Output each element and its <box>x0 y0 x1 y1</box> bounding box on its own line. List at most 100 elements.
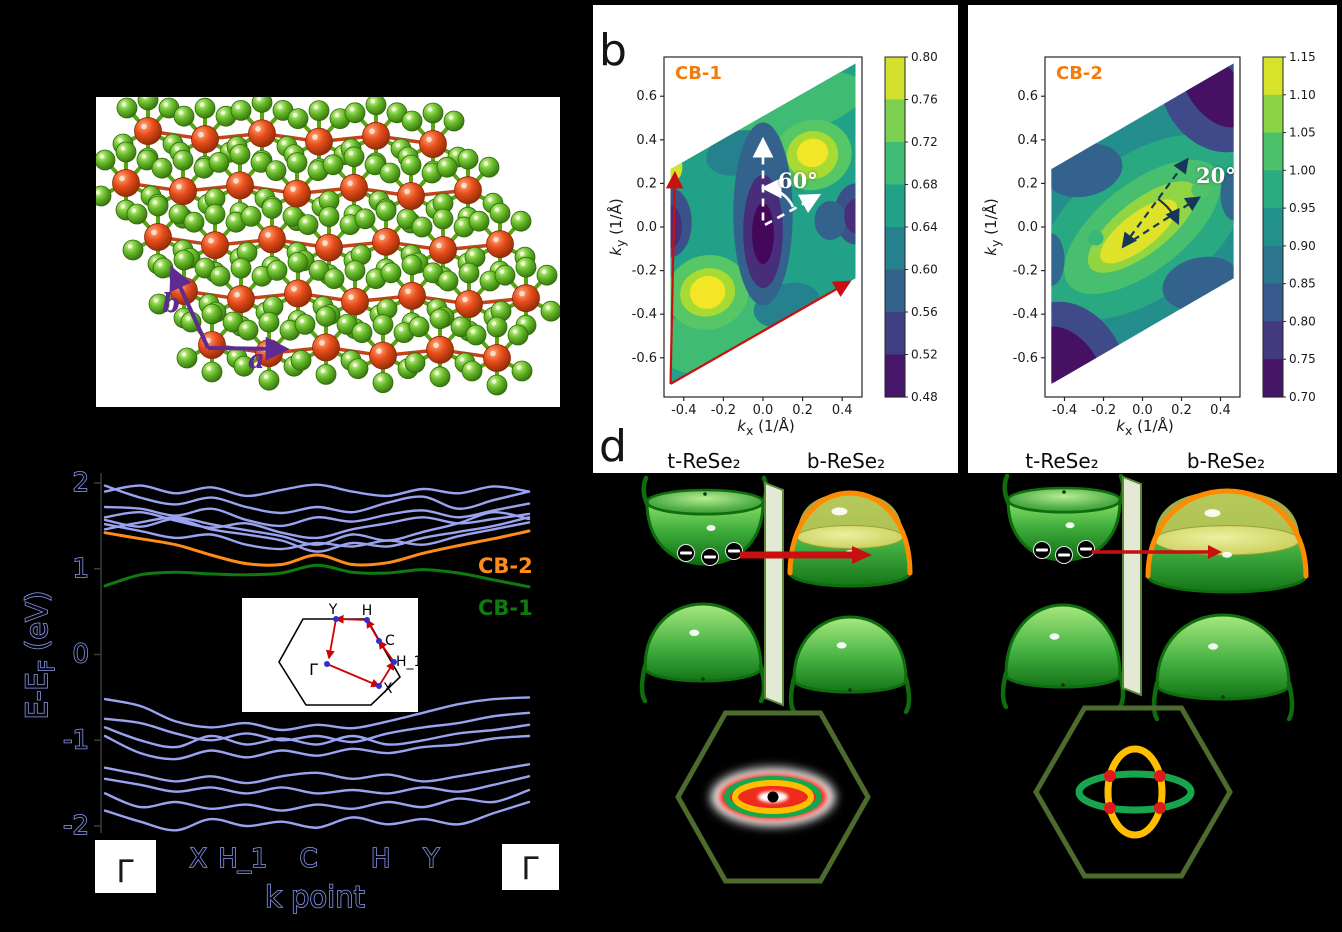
gamma-label-box-right <box>502 844 559 890</box>
cb1-xaxis-label: kx (1/Å) <box>737 417 795 438</box>
svg-text:0.0: 0.0 <box>753 403 774 418</box>
svg-text:0.80: 0.80 <box>1289 314 1316 328</box>
svg-text:X: X <box>383 681 393 697</box>
svg-text:0.2: 0.2 <box>792 403 813 418</box>
svg-text:H: H <box>371 844 391 874</box>
svg-text:0.4: 0.4 <box>1017 133 1038 148</box>
crystal-structure-panel: b a <box>96 97 560 407</box>
svg-text:C: C <box>385 633 395 649</box>
diagram1-labels-strip: t-ReSe₂ b-ReSe₂ <box>593 446 958 473</box>
svg-text:0.0: 0.0 <box>1017 220 1038 235</box>
brillouin-zone-inset: Y HCH_1 Γ X <box>242 598 422 712</box>
svg-text:0.76: 0.76 <box>911 93 938 107</box>
svg-text:-0.4: -0.4 <box>671 403 696 418</box>
cb1-title: CB-1 <box>675 63 722 84</box>
svg-text:0.4: 0.4 <box>832 403 853 418</box>
svg-text:-0.2: -0.2 <box>711 403 736 418</box>
cb1-yaxis-label: ky (1/Å) <box>607 198 628 256</box>
crossed-ellipse-fermi-surface <box>1075 745 1195 839</box>
lattice-vector-b-label: b <box>162 289 181 319</box>
diagram2-labels-strip: t-ReSe₂ b-ReSe₂ <box>968 446 1337 473</box>
b-rese2-label: b-ReSe₂ <box>806 449 886 473</box>
svg-text:0.4: 0.4 <box>1210 403 1231 418</box>
svg-text:0.2: 0.2 <box>1171 403 1192 418</box>
band-lines <box>103 483 531 832</box>
svg-text:0.75: 0.75 <box>1289 352 1316 366</box>
svg-text:0.4: 0.4 <box>636 133 657 148</box>
panel-b-letter: b <box>599 25 627 76</box>
angle-60-annotation: 60° <box>778 168 818 193</box>
svg-text:0.6: 0.6 <box>636 89 657 104</box>
contour-region <box>670 63 856 384</box>
svg-text:k point: k point <box>265 880 365 914</box>
svg-text:0.70: 0.70 <box>1289 390 1316 404</box>
cb2-contour-plot: -0.4 -0.2 0.0 0.2 0.4 0.6 0.4 0.2 0.0 -0.2 -0.4 -0.… <box>1013 50 1316 418</box>
band-alignment-diagrams <box>639 473 1309 884</box>
cb2-band-label: CB-2 <box>478 554 533 578</box>
svg-text:0.0: 0.0 <box>1132 403 1153 418</box>
svg-text:-0.6: -0.6 <box>1013 351 1038 366</box>
b-rese2-label: b-ReSe₂ <box>1186 449 1266 473</box>
svg-text:0.56: 0.56 <box>911 305 938 319</box>
svg-text:H_1: H_1 <box>396 654 422 670</box>
svg-text:1.00: 1.00 <box>1289 163 1316 177</box>
cb2-title: CB-2 <box>1056 63 1103 84</box>
svg-text:1.10: 1.10 <box>1289 88 1316 102</box>
cb1-contour-plot: -0.4 -0.2 0.0 0.2 0.4 0.6 0.4 0.2 0.0 -0.2 -0.4 -0.… <box>632 50 938 418</box>
svg-text:0.64: 0.64 <box>911 220 938 234</box>
t-rese2-label: t-ReSe₂ <box>667 449 741 473</box>
svg-text:0.68: 0.68 <box>911 178 938 192</box>
svg-text:-2: -2 <box>63 811 89 841</box>
kpoint-axis-labels: Γ X H_1 C H Y Γk point <box>95 840 559 915</box>
svg-text:0.6: 0.6 <box>1017 89 1038 104</box>
colorbar: 1.15 1.10 1.05 1.00 0.95 0.90 0.85 0.80 0.75 0.70 <box>1262 50 1316 404</box>
colorbar: 0.80 0.76 0.72 0.68 0.64 0.60 0.56 0.52 0.48 <box>884 50 938 404</box>
se-atoms <box>96 97 560 396</box>
crystal-structure-image <box>96 97 560 396</box>
svg-text:1.05: 1.05 <box>1289 126 1316 140</box>
reciprocal-vector-arrows <box>665 170 852 385</box>
band-alignment-diagram-2 <box>1000 473 1309 879</box>
svg-text:H: H <box>362 603 373 619</box>
anisotropic-fermi-surface <box>711 768 835 826</box>
svg-text:1.15: 1.15 <box>1289 50 1316 64</box>
contour-panel-cb1: -0.4 -0.2 0.0 0.2 0.4 0.6 0.4 0.2 0.0 -0.2 -0.4 -0.… <box>593 5 958 473</box>
svg-text:0.95: 0.95 <box>1289 201 1316 215</box>
lattice-vector-a-label: a <box>248 345 265 375</box>
svg-text:0.2: 0.2 <box>1017 176 1038 191</box>
svg-text:0.80: 0.80 <box>911 50 938 64</box>
svg-text:C: C <box>299 844 317 874</box>
svg-text:-0.4: -0.4 <box>1052 403 1077 418</box>
svg-text:Y: Y <box>328 602 338 618</box>
angle-annotation-arrows <box>1121 157 1201 249</box>
svg-text:2: 2 <box>72 468 89 498</box>
svg-text:X: X <box>189 844 207 874</box>
re-atoms <box>112 117 540 372</box>
band-alignment-diagram-1 <box>639 475 913 884</box>
contour-panel-cb2: -0.4 -0.2 0.0 0.2 0.4 0.6 0.4 0.2 0.0 -0.2 -0.4 -0.… <box>968 5 1337 473</box>
svg-text:0.72: 0.72 <box>911 135 938 149</box>
angle-20-annotation: 20° <box>1196 163 1236 188</box>
svg-text:-0.2: -0.2 <box>1013 264 1038 279</box>
band-axes: 2 1 0 -1 -2 E-EF (eV) <box>19 467 102 842</box>
band-structure-plot: 210-1-2E-EF (eV)CB-2CB-1Γ X H_1 C H Y Γk point… <box>19 467 559 915</box>
svg-text:0.0: 0.0 <box>636 220 657 235</box>
svg-text:-0.2: -0.2 <box>632 264 657 279</box>
gamma-label-box-left <box>95 840 156 893</box>
svg-text:1: 1 <box>72 554 89 584</box>
svg-text:Γ: Γ <box>309 660 318 679</box>
axes: -0.4 -0.2 0.0 0.2 0.4 0.6 0.4 0.2 0.0 -0.2 -0.4 -0.… <box>632 56 863 418</box>
t-rese2-label: t-ReSe₂ <box>1025 449 1099 473</box>
svg-text:Γ: Γ <box>116 854 134 890</box>
svg-text:0.2: 0.2 <box>636 176 657 191</box>
svg-text:-0.6: -0.6 <box>632 351 657 366</box>
svg-text:E-EF (eV): E-EF (eV) <box>20 591 59 720</box>
svg-text:Y: Y <box>423 844 440 874</box>
svg-text:-0.2: -0.2 <box>1091 403 1116 418</box>
angle-annotation-arrows <box>752 136 822 226</box>
svg-text:Γ: Γ <box>521 851 539 887</box>
svg-text:-0.4: -0.4 <box>632 307 657 322</box>
cb2-xaxis-label: kx (1/Å) <box>1116 417 1174 438</box>
lattice-vectors <box>169 265 290 361</box>
